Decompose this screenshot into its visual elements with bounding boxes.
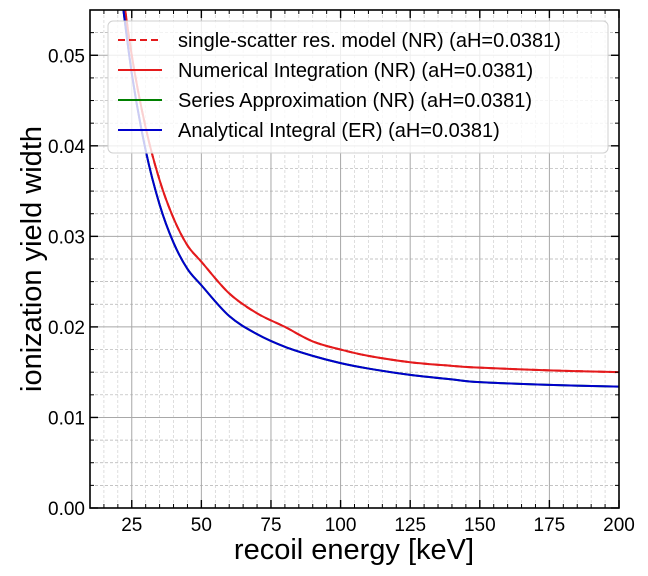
y-tick-label: 0.01 [48,408,85,429]
x-axis-label: recoil energy [keV] [234,534,474,566]
y-axis-label: ionization yield width [16,126,48,392]
numerical-integration-nr-series [124,10,619,374]
x-tick-label: 100 [325,515,357,536]
legend-entry-single-scatter: single-scatter res. model (NR) (aH=0.038… [178,30,561,52]
legend-box [107,20,609,154]
legend-entry-numerical-integration: Numerical Integration (NR) (aH=0.0381) [178,60,533,82]
axis-ticks [89,9,620,509]
plot-frame [89,9,620,509]
x-tick-label: 200 [603,515,635,536]
legend: single-scatter res. model (NR) (aH=0.038… [107,20,609,154]
legend-entry-series-approximation: Series Approximation (NR) (aH=0.0381) [178,90,532,112]
x-tick-label: 125 [394,515,426,536]
x-tick-label: 150 [464,515,496,536]
y-tick-label: 0.00 [48,499,85,520]
y-tick-label: 0.02 [48,318,85,339]
analytical-integral-er-series [122,10,619,388]
legend-entry-analytical-integral: Analytical Integral (ER) (aH=0.0381) [178,120,500,142]
x-tick-label: 50 [191,515,212,536]
x-tick-label: 175 [534,515,566,536]
y-tick-label: 0.04 [48,137,85,158]
y-tick-label: 0.05 [48,46,85,67]
tick-labels: 0.00 0.01 0.02 0.03 0.04 0.05 25 50 75 100 125 150 1… [48,46,635,536]
y-tick-label: 0.03 [48,227,85,248]
x-tick-label: 25 [121,515,142,536]
series-layer [122,10,619,388]
x-tick-label: 75 [260,515,281,536]
